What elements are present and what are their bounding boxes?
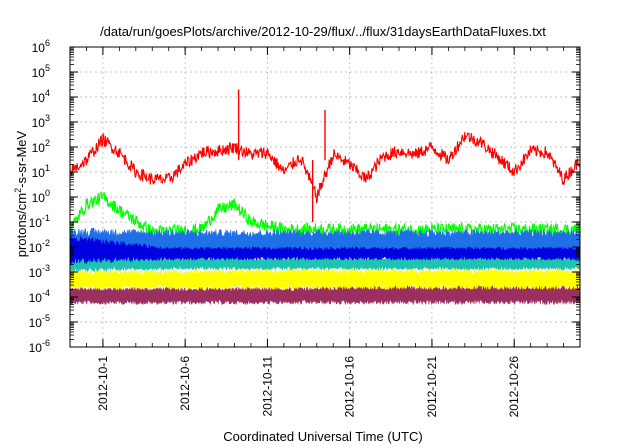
y-tick-label-base: 10: [32, 141, 46, 155]
y-tick-label-exponent: 3: [45, 113, 50, 123]
series-band: [69, 267, 580, 291]
x-tick-label: 2012-10-16: [343, 356, 357, 418]
y-tick-label-base: 10: [29, 216, 43, 230]
series-band: [69, 235, 580, 265]
y-tick-label: 10-4: [29, 288, 50, 305]
y-tick-label: 102: [32, 138, 50, 155]
y-tick-label-base: 10: [29, 266, 43, 280]
y-tick-label: 104: [32, 88, 50, 105]
y-tick-label-base: 10: [29, 341, 43, 355]
y-tick-label-exponent: 5: [45, 63, 50, 73]
series-6: [69, 131, 580, 204]
chart-title: /data/run/goesPlots/archive/2012-10-29/f…: [100, 24, 546, 39]
x-tick-label: 2012-10-1: [96, 356, 110, 411]
y-tick-label-base: 10: [32, 191, 46, 205]
y-axis-label: protons/cm2-s-sr-MeV: [13, 130, 29, 257]
y-tick-label-exponent: 2: [45, 138, 50, 148]
y-tick-label-base: 10: [32, 116, 46, 130]
y-tick-label: 10-3: [29, 263, 50, 280]
y-tick-label-exponent: -6: [42, 338, 50, 348]
y-tick-label: 10-6: [29, 338, 50, 355]
y-tick-label: 10-1: [29, 213, 50, 230]
y-tick-label-base: 10: [32, 166, 46, 180]
series-line: [69, 131, 580, 204]
y-tick-label-base: 10: [29, 316, 43, 330]
y-tick-label-exponent: -1: [42, 213, 50, 223]
y-tick-label: 106: [32, 38, 50, 55]
y-axis-label-superscript: 2: [13, 188, 23, 193]
y-tick-label-exponent: -4: [42, 288, 50, 298]
series-1: [69, 267, 580, 291]
y-tick-label-base: 10: [32, 66, 46, 80]
y-tick-label: 10-5: [29, 313, 50, 330]
y-tick-label: 101: [32, 163, 50, 180]
y-tick-label-exponent: 6: [45, 38, 50, 48]
y-tick-label: 10-2: [29, 238, 50, 255]
x-tick-label: 2012-10-21: [425, 356, 439, 418]
y-tick-label-exponent: 1: [45, 163, 50, 173]
y-tick-label-exponent: -3: [42, 263, 50, 273]
y-axis-label-rest: -s-sr-MeV: [14, 130, 29, 187]
y-tick-label-exponent: 0: [45, 188, 50, 198]
y-tick-label-exponent: -2: [42, 238, 50, 248]
x-axis-ticks: 2012-10-1 2012-10-6 2012-10-11 2012-10-16 20…: [69, 47, 581, 418]
y-tick-label: 100: [32, 188, 50, 205]
series-5: [69, 235, 580, 265]
y-axis-ticks: 10-610-510-410-310-210-11001011021031041…: [29, 38, 580, 355]
y-axis-label-main: protons/cm: [14, 193, 29, 257]
x-axis-label: Coordinated Universal Time (UTC): [223, 429, 422, 444]
data-series: [69, 89, 580, 306]
y-tick-label: 103: [32, 113, 50, 130]
y-tick-label-base: 10: [29, 291, 43, 305]
y-tick-label-base: 10: [32, 41, 46, 55]
x-tick-label: 2012-10-6: [178, 356, 192, 411]
y-tick-label-exponent: 4: [45, 88, 50, 98]
x-tick-label: 2012-10-26: [507, 356, 521, 418]
y-tick-label: 105: [32, 63, 50, 80]
y-tick-label-base: 10: [32, 91, 46, 105]
y-tick-label-exponent: -5: [42, 313, 50, 323]
x-tick-label: 2012-10-11: [260, 356, 274, 417]
y-tick-label-base: 10: [29, 241, 43, 255]
